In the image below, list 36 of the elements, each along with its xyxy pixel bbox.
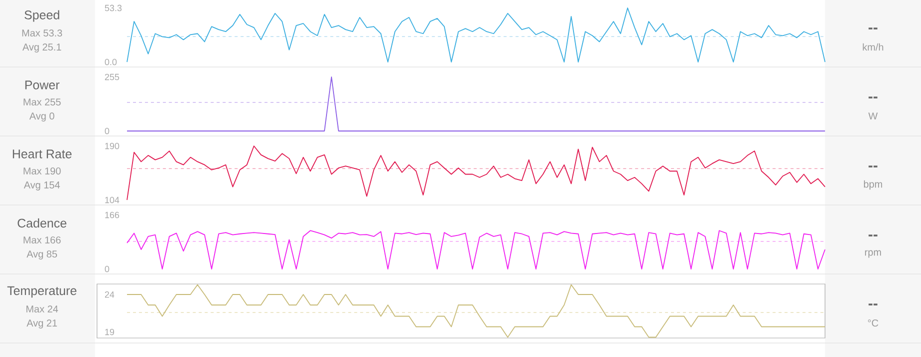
chart-title: Cadence [18, 218, 66, 228]
text: Avg 0 [29, 112, 54, 122]
y-axis-title: rpm [865, 250, 881, 258]
text: Max 166 [24, 236, 61, 244]
y-tick-label: 0 [104, 266, 110, 272]
y-tick-label: 0 [104, 128, 110, 134]
y-tick-label: 53.3 [104, 4, 122, 12]
text: -- [868, 234, 878, 236]
text: Max 53.3 [22, 29, 62, 37]
y-tick-label: 166 [105, 212, 120, 218]
text: Avg 154 [24, 182, 60, 190]
text: -- [868, 96, 878, 98]
y-tick-label: 19 [105, 328, 114, 336]
text: -- [868, 304, 878, 306]
y-tick-label: 104 [105, 196, 120, 204]
chart-title: Speed [24, 10, 60, 22]
y-axis-title: W [868, 112, 878, 120]
text: Max 255 [24, 98, 61, 106]
y-axis-title: bpm [864, 180, 882, 190]
y-tick-label: 190 [105, 142, 120, 150]
chart-title: Heart Rate [12, 150, 72, 158]
y-axis-title: km/h [862, 43, 884, 51]
text: Avg 21 [26, 319, 57, 329]
y-axis-title: °C [868, 319, 878, 327]
chart-title: Temperature [7, 286, 76, 298]
text: -- [868, 28, 878, 30]
text: Max 24 [26, 305, 58, 313]
text: Max 190 [24, 167, 61, 175]
text: -- [868, 166, 878, 168]
chart-title: Power [25, 80, 60, 90]
y-tick-label: 255 [104, 74, 120, 80]
text: Avg 85 [26, 250, 57, 260]
y-tick-label: 24 [104, 291, 114, 298]
y-tick-label: 0.0 [104, 58, 117, 66]
line-series [126, 230, 826, 270]
text: Avg 25.1 [22, 43, 62, 53]
